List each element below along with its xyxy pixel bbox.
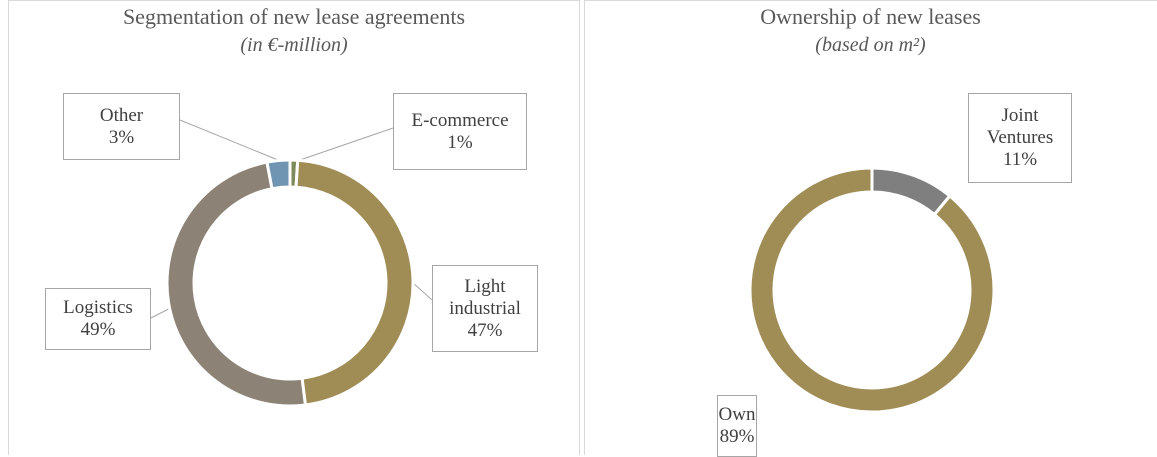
data-label: Logistics 49% — [45, 288, 151, 350]
donut-slice — [748, 166, 996, 414]
label-value: 3% — [108, 126, 135, 148]
leader-line — [179, 119, 279, 161]
donut-slice — [294, 158, 415, 407]
label-value: 47% — [467, 319, 503, 341]
label-category: Logistics — [63, 297, 133, 318]
panel — [584, 0, 1157, 455]
label-value: 49% — [80, 319, 116, 340]
donut-slice — [265, 158, 292, 191]
data-label: Light industrial 47% — [432, 265, 538, 352]
donut-slice — [165, 160, 308, 408]
data-label: E-commerce 1% — [393, 93, 527, 170]
label-value: 11% — [1002, 149, 1038, 170]
label-category: Joint Ventures — [986, 105, 1054, 148]
label-category: Light industrial — [449, 275, 521, 319]
leader-line — [411, 281, 433, 301]
data-label: Joint Ventures 11% — [968, 93, 1072, 183]
chart-subtitle: (based on m²) — [815, 34, 926, 56]
leader-line — [299, 127, 394, 161]
label-category: Own — [718, 404, 756, 425]
data-label: Other 3% — [63, 93, 180, 160]
chart-title: Ownership of new leases — [760, 4, 981, 29]
label-category: E-commerce — [411, 109, 509, 131]
panel — [8, 0, 580, 455]
donut-slice — [870, 166, 952, 217]
chart-subtitle: (in €-million) — [240, 34, 348, 56]
label-value: 1% — [447, 131, 473, 153]
label-value: 89% — [719, 426, 755, 447]
label-category: Other — [99, 104, 144, 126]
chart-title: Segmentation of new lease agreements — [122, 4, 466, 29]
data-label: Own 89% — [717, 395, 757, 457]
